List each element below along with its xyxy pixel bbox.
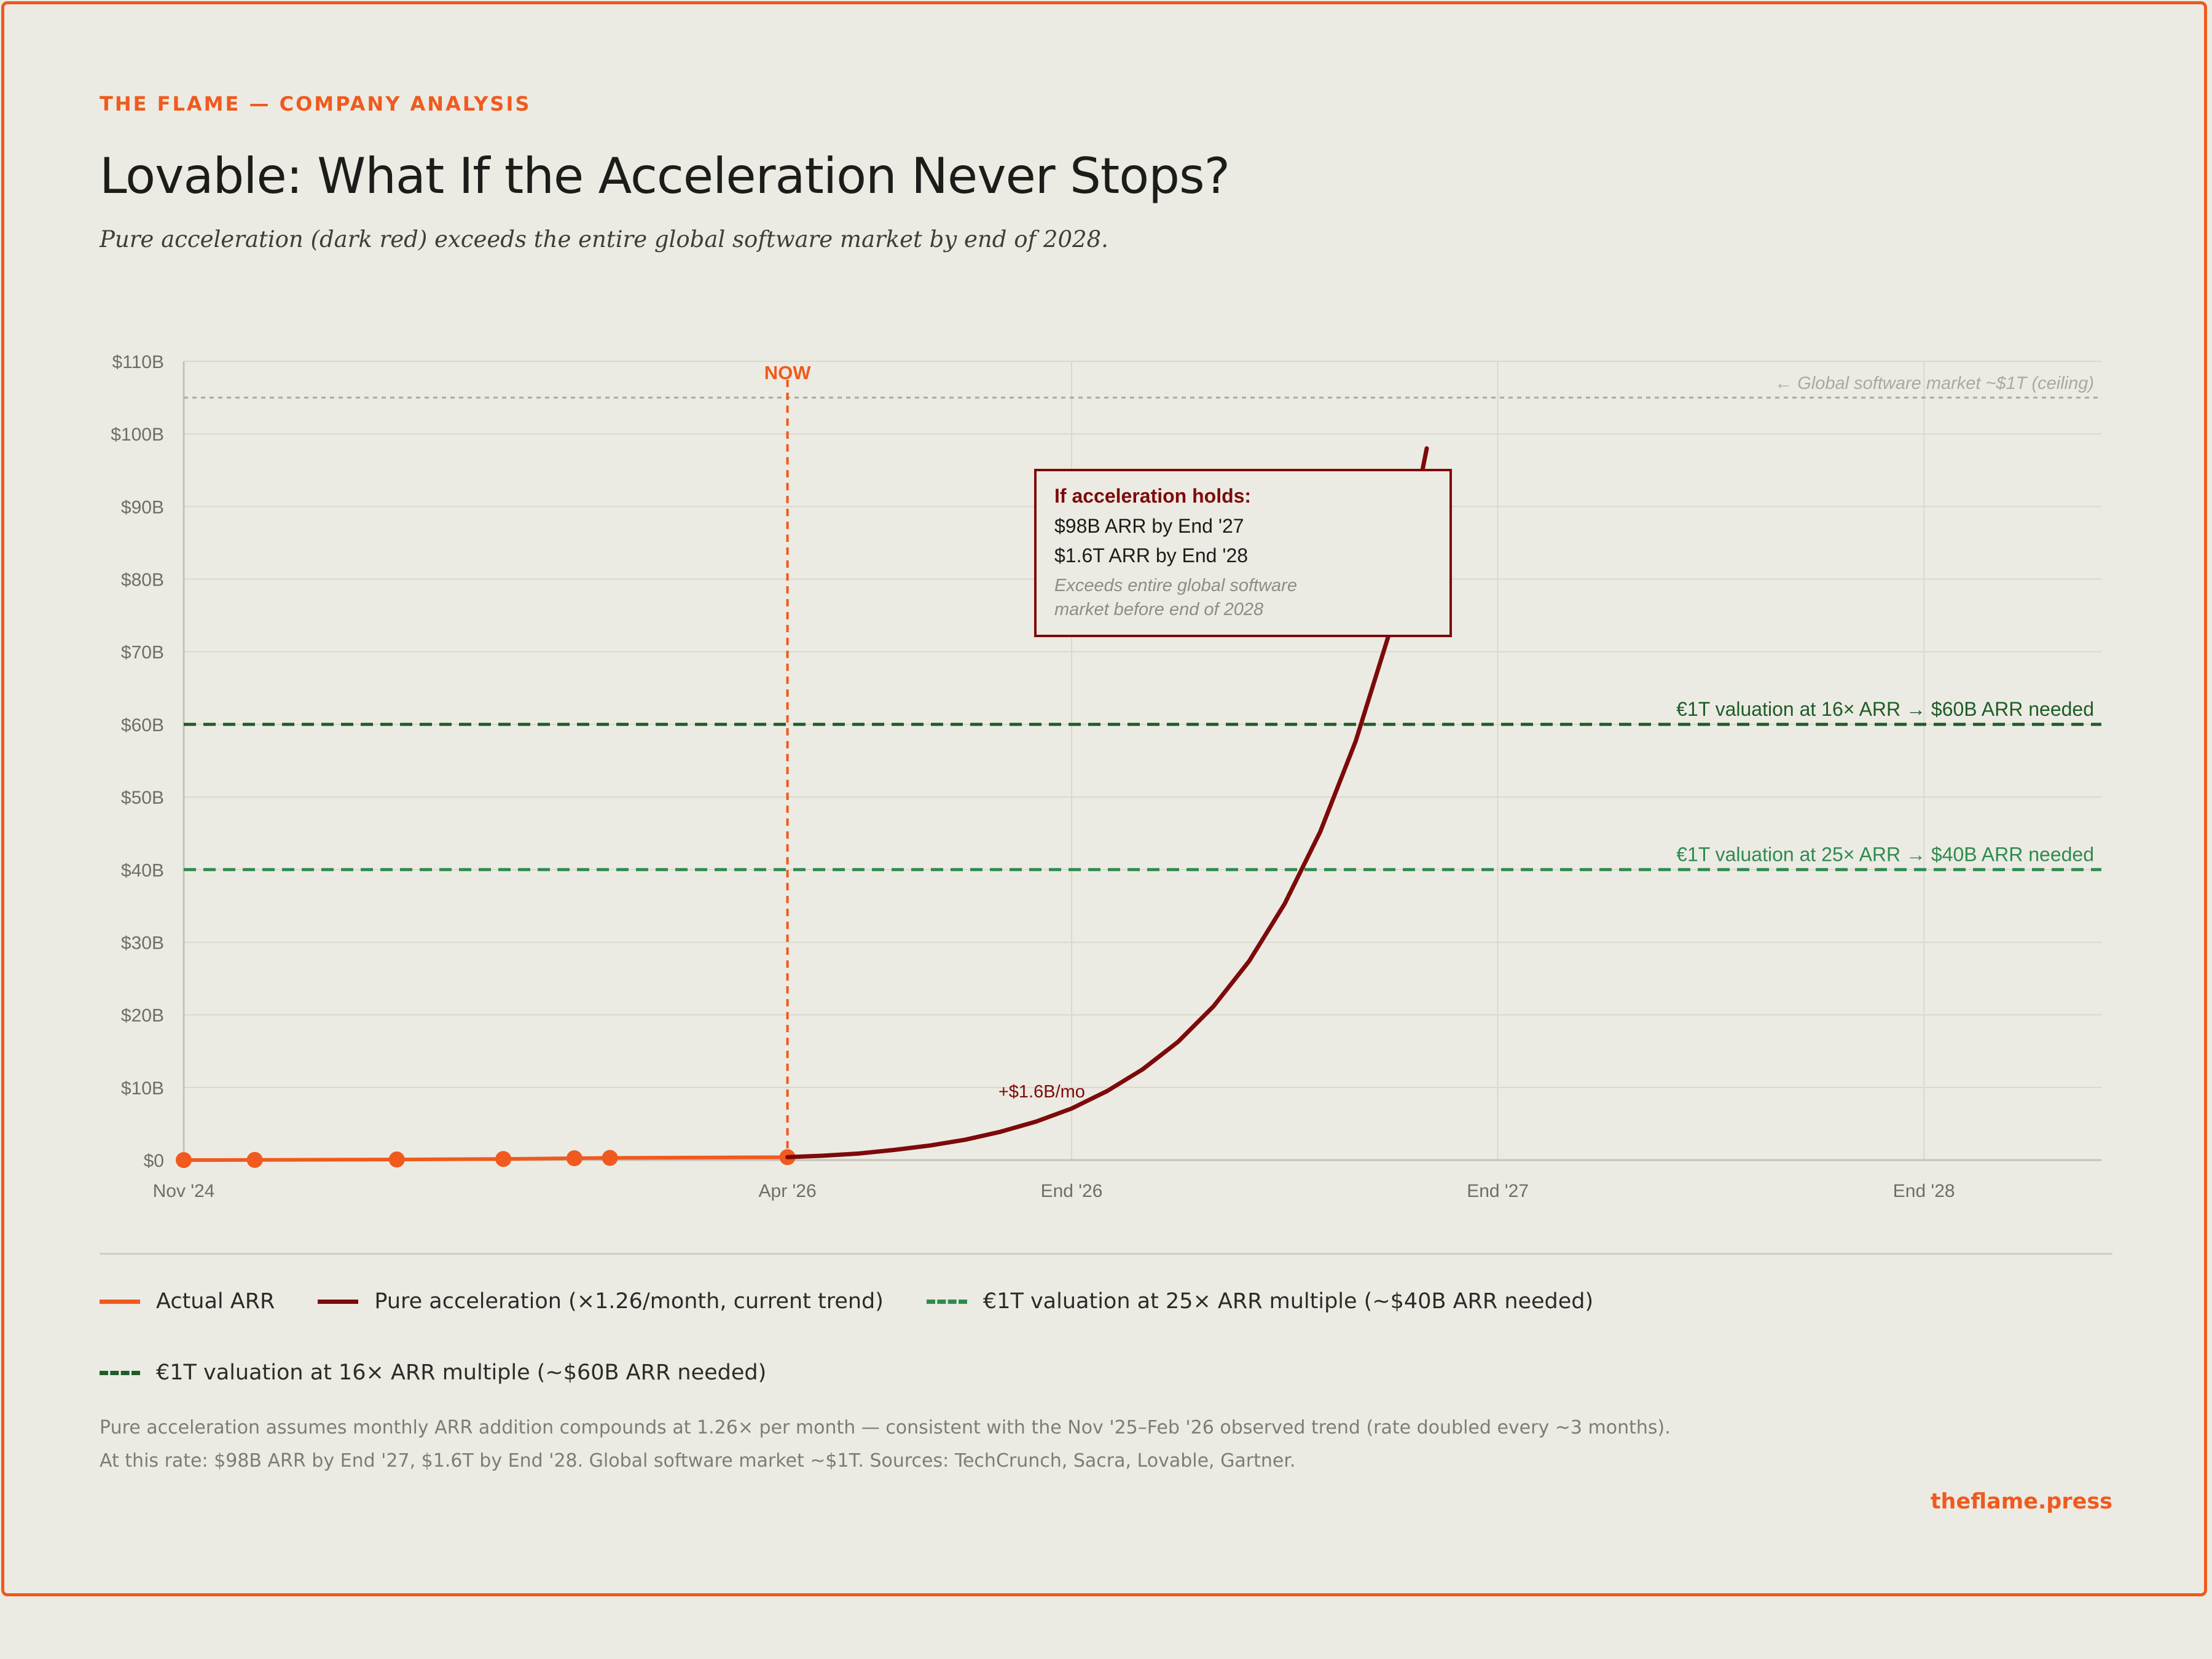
x-tick-label: End '26 — [1041, 1181, 1103, 1201]
y-tick-label: $100B — [111, 425, 164, 445]
reference-line-label: €1T valuation at 25× ARR → $40B ARR need… — [1676, 843, 2094, 865]
y-tick-label: $70B — [121, 643, 164, 663]
divider — [100, 1253, 2112, 1255]
y-tick-label: $10B — [121, 1078, 164, 1099]
reference-line-label: €1T valuation at 16× ARR → $60B ARR need… — [1676, 698, 2094, 720]
legend-pure-acceleration: Pure acceleration (×1.26/month, current … — [318, 1289, 884, 1314]
legend-label: Actual ARR — [156, 1289, 275, 1314]
legend-label: €1T valuation at 16× ARR multiple (~$60B… — [156, 1360, 767, 1385]
annotation-box — [1034, 469, 1452, 637]
y-tick-label: $40B — [121, 860, 164, 880]
x-tick-label: Apr '26 — [759, 1181, 817, 1201]
card-frame — [1, 1, 2207, 1596]
page-title: Lovable: What If the Acceleration Never … — [100, 147, 1230, 205]
y-tick-label: $0 — [144, 1151, 164, 1171]
footnote-1: Pure acceleration assumes monthly ARR ad… — [100, 1417, 1671, 1438]
legend-row-1: Actual ARR Pure acceleration (×1.26/mont… — [100, 1289, 1636, 1314]
y-tick-label: $60B — [121, 715, 164, 735]
y-tick-label: $90B — [121, 497, 164, 517]
legend-actual-arr: Actual ARR — [100, 1289, 275, 1314]
legend-row-2: €1T valuation at 16× ARR multiple (~$60B… — [100, 1360, 809, 1385]
y-tick-label: $110B — [112, 352, 164, 372]
x-tick-label: End '27 — [1467, 1181, 1529, 1201]
annotation-line: $98B ARR by End '27 — [1054, 515, 1244, 537]
annotation-note: Exceeds entire global software — [1054, 576, 1297, 595]
subtitle: Pure acceleration (dark red) exceeds the… — [100, 226, 1108, 253]
legend-swatch — [318, 1299, 359, 1304]
legend-label: €1T valuation at 25× ARR multiple (~$40B… — [982, 1289, 1594, 1314]
rate-annotation: +$1.6B/mo — [998, 1082, 1085, 1102]
data-point — [246, 1151, 263, 1168]
data-point — [388, 1151, 405, 1168]
legend-25x: €1T valuation at 25× ARR multiple (~$40B… — [926, 1289, 1594, 1314]
annotation-title: If acceleration holds: — [1054, 485, 1251, 507]
legend-swatch — [100, 1299, 140, 1304]
data-point — [495, 1151, 512, 1167]
data-point — [602, 1150, 618, 1166]
kicker: THE FLAME — COMPANY ANALYSIS — [100, 92, 531, 116]
legend-swatch — [100, 1370, 140, 1375]
annotation-note: market before end of 2028 — [1054, 600, 1263, 619]
series-line — [785, 446, 1429, 1159]
data-point — [566, 1150, 582, 1167]
footnote-2: At this rate: $98B ARR by End '27, $1.6T… — [100, 1450, 1296, 1472]
arr-chart: $0 $10B $20B $30B $40B $50B $60B $70B $80B $90B $1… — [111, 352, 2101, 1201]
data-point — [176, 1152, 192, 1168]
y-tick-label: $50B — [121, 788, 164, 808]
legend-swatch — [926, 1299, 967, 1304]
legend-16x: €1T valuation at 16× ARR multiple (~$60B… — [100, 1360, 766, 1385]
x-tick-label: Nov '24 — [153, 1181, 215, 1201]
legend-label: Pure acceleration (×1.26/month, current … — [374, 1289, 884, 1314]
y-tick-label: $30B — [121, 933, 164, 953]
y-tick-label: $80B — [121, 570, 164, 590]
annotation-line: $1.6T ARR by End '28 — [1054, 544, 1248, 567]
reference-line-label: ← Global software market ~$1T (ceiling) — [1775, 374, 2094, 393]
x-tick-label: End '28 — [1893, 1181, 1955, 1201]
y-tick-label: $20B — [121, 1006, 164, 1026]
brand-link[interactable]: theflame.press — [1930, 1489, 2112, 1514]
now-label: NOW — [764, 362, 812, 383]
